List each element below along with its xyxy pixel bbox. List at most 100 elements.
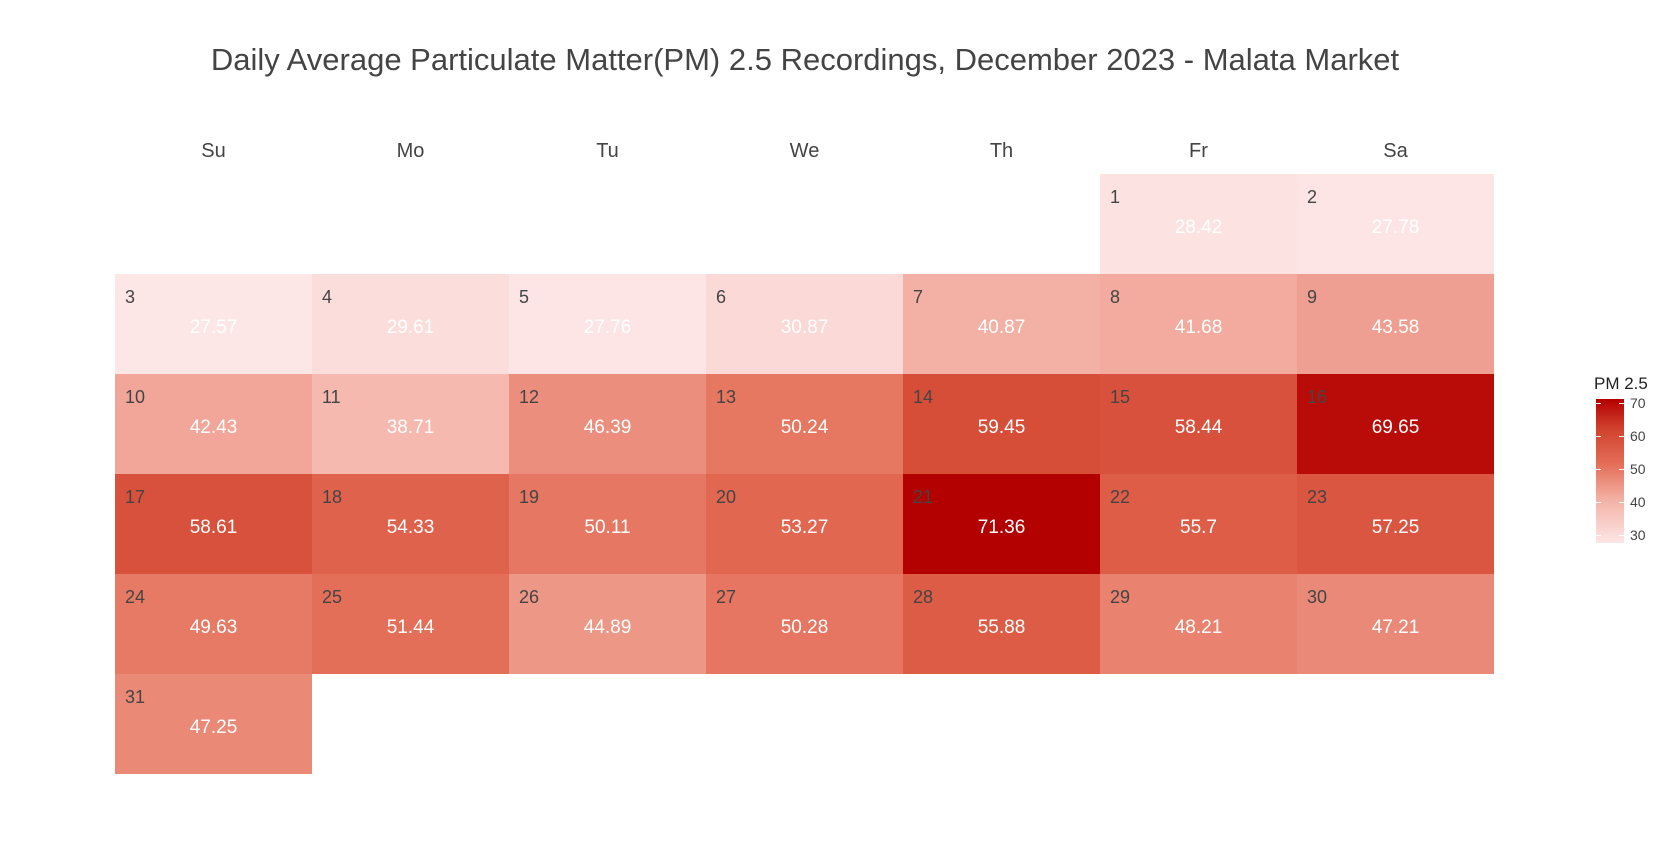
day-value: 27.57: [189, 317, 238, 338]
day-value: 48.21: [1174, 617, 1223, 638]
day-cell: 16 69.65: [1297, 374, 1494, 474]
day-cell: 29 48.21: [1100, 574, 1297, 674]
day-cell: 10 42.43: [115, 374, 312, 474]
weekday-label: Fr: [1189, 140, 1208, 162]
day-value: 69.65: [1371, 417, 1420, 438]
day-value: 46.39: [583, 417, 632, 438]
day-value: 44.89: [583, 617, 632, 638]
day-value: 38.71: [386, 417, 435, 438]
day-number: 24: [125, 587, 146, 607]
legend-tick-label: 60: [1630, 428, 1646, 445]
day-value: 47.25: [189, 717, 238, 738]
day-value: 47.21: [1371, 617, 1420, 638]
legend-tick-label: 30: [1630, 527, 1646, 543]
weekday-label: Sa: [1383, 140, 1408, 162]
day-cell: 3 27.57: [115, 274, 312, 374]
day-number: 26: [519, 587, 540, 607]
day-number: 20: [716, 487, 737, 507]
legend-tick-label: 70: [1630, 395, 1646, 412]
day-cell: 27 50.28: [706, 574, 903, 674]
day-number: 21: [913, 487, 934, 507]
legend-tick-mark: [1596, 502, 1601, 504]
day-number: 25: [322, 587, 343, 607]
day-number: 12: [519, 387, 540, 407]
day-cell: 22 55.7: [1100, 474, 1297, 574]
day-cell: 25 51.44: [312, 574, 509, 674]
weekday-label: We: [789, 140, 820, 162]
day-cell: 30 47.21: [1297, 574, 1494, 674]
day-cell: 28 55.88: [903, 574, 1100, 674]
day-number: 9: [1307, 287, 1318, 307]
day-number: 10: [125, 387, 146, 407]
day-cell: 5 27.76: [509, 274, 706, 374]
day-value: 43.58: [1371, 317, 1420, 338]
day-number: 14: [913, 387, 934, 407]
day-number: 4: [322, 287, 333, 307]
day-cell: 11 38.71: [312, 374, 509, 474]
day-number: 13: [716, 387, 737, 407]
day-number: 31: [125, 687, 146, 707]
day-value: 53.27: [780, 517, 829, 538]
legend-tick-mark: [1596, 403, 1601, 405]
legend-color-bar: [1596, 399, 1624, 543]
weekday-label: Mo: [396, 140, 425, 162]
day-number: 1: [1110, 187, 1121, 207]
day-number: 18: [322, 487, 343, 507]
legend-tick-mark: [1619, 469, 1624, 471]
day-cell: 23 57.25: [1297, 474, 1494, 574]
day-number: 22: [1110, 487, 1131, 507]
day-number: 29: [1110, 587, 1131, 607]
chart-title: Daily Average Particulate Matter(PM) 2.5…: [210, 42, 1400, 77]
day-number: 8: [1110, 287, 1121, 307]
legend-tick-label: 50: [1630, 461, 1646, 478]
day-cell: 19 50.11: [509, 474, 706, 574]
day-number: 15: [1110, 387, 1131, 407]
legend-tick-mark: [1619, 403, 1624, 405]
day-value: 58.61: [189, 517, 238, 538]
legend-tick-label: 40: [1630, 494, 1646, 511]
day-cell: 20 53.27: [706, 474, 903, 574]
weekday-label: Th: [989, 140, 1014, 162]
day-cell: 2 27.78: [1297, 174, 1494, 274]
day-cell: 13 50.24: [706, 374, 903, 474]
day-number: 16: [1307, 387, 1328, 407]
day-number: 23: [1307, 487, 1328, 507]
day-number: 19: [519, 487, 540, 507]
day-value: 57.25: [1371, 517, 1420, 538]
day-cell: 6 30.87: [706, 274, 903, 374]
day-number: 2: [1307, 187, 1318, 207]
day-cell: 8 41.68: [1100, 274, 1297, 374]
day-cell: 1 28.42: [1100, 174, 1297, 274]
legend-tick-mark: [1596, 469, 1601, 471]
day-value: 55.7: [1180, 517, 1217, 538]
day-cell: 17 58.61: [115, 474, 312, 574]
day-value: 50.28: [780, 617, 829, 638]
day-cell: 14 59.45: [903, 374, 1100, 474]
day-value: 50.24: [780, 417, 829, 438]
legend-title: PM 2.5: [1594, 374, 1648, 393]
day-number: 11: [322, 387, 341, 407]
legend-tick-mark: [1596, 535, 1601, 536]
day-number: 3: [125, 287, 136, 307]
legend-tick-mark: [1619, 535, 1624, 536]
legend-tick-mark: [1596, 436, 1601, 438]
day-number: 30: [1307, 587, 1328, 607]
day-cell: 15 58.44: [1100, 374, 1297, 474]
legend-tick-mark: [1619, 502, 1624, 504]
day-value: 59.45: [977, 417, 1026, 438]
day-value: 28.42: [1174, 217, 1223, 238]
weekday-label: Su: [201, 140, 226, 162]
weekday-label: Tu: [596, 140, 619, 162]
day-number: 28: [913, 587, 934, 607]
day-value: 30.87: [780, 317, 829, 338]
day-cell: 7 40.87: [903, 274, 1100, 374]
day-value: 42.43: [189, 417, 238, 438]
day-cell: 21 71.36: [903, 474, 1100, 574]
day-number: 17: [125, 487, 146, 507]
day-value: 27.78: [1371, 217, 1420, 238]
day-cell: 4 29.61: [312, 274, 509, 374]
day-cell: 31 47.25: [115, 674, 312, 774]
day-cell: 24 49.63: [115, 574, 312, 674]
day-cell: 18 54.33: [312, 474, 509, 574]
day-value: 54.33: [386, 517, 435, 538]
